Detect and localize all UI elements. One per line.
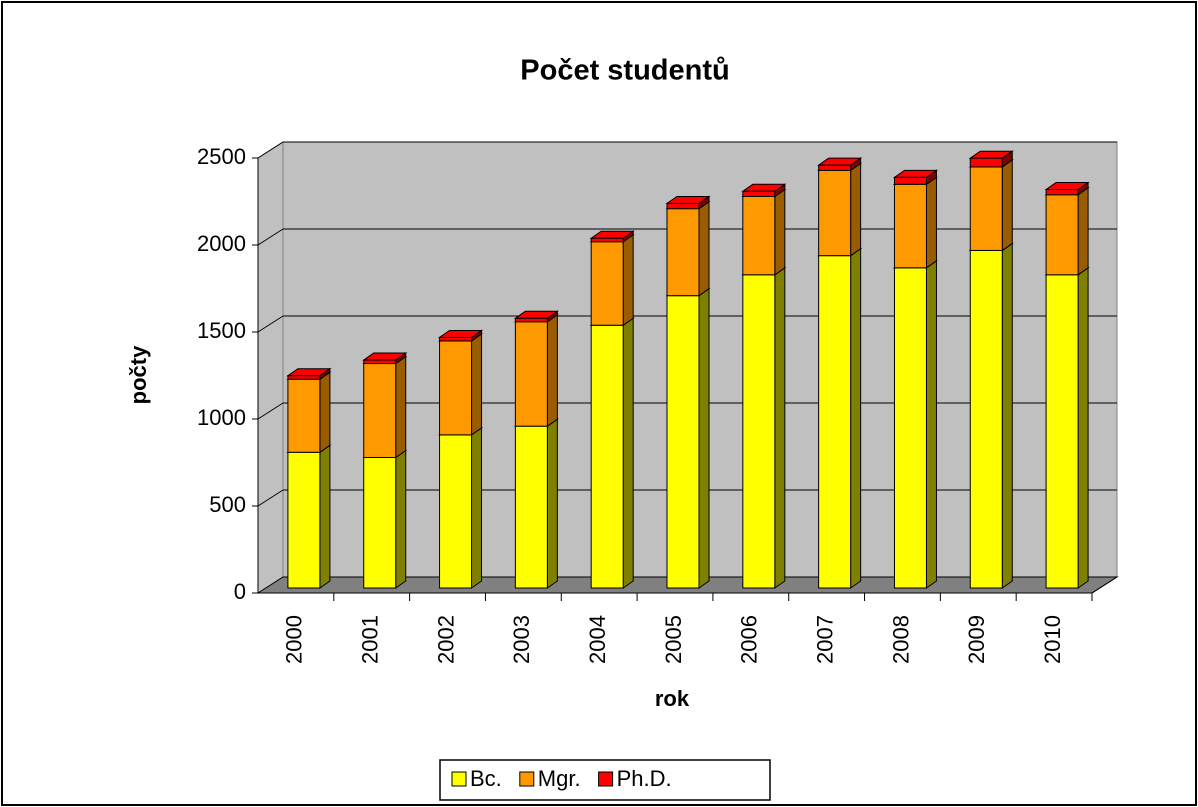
y-tick-label: 1500 bbox=[197, 318, 246, 343]
bar bbox=[742, 196, 776, 276]
back-wall bbox=[257, 141, 284, 594]
bar-side bbox=[319, 444, 331, 589]
bar-side bbox=[395, 355, 407, 459]
bar-side bbox=[1001, 158, 1013, 252]
bar-side bbox=[774, 188, 786, 276]
bar bbox=[1045, 194, 1079, 276]
bar bbox=[514, 321, 548, 427]
chart-title: Počet studentů bbox=[520, 55, 729, 87]
bar bbox=[818, 169, 852, 257]
bar-side bbox=[850, 162, 862, 257]
bar bbox=[287, 375, 321, 380]
x-tick-label: 2001 bbox=[358, 615, 383, 664]
bar bbox=[818, 164, 852, 171]
legend-label: Ph.D. bbox=[617, 766, 672, 791]
bar-side bbox=[698, 200, 710, 297]
bar bbox=[666, 208, 700, 297]
bar bbox=[742, 274, 776, 589]
bar-side bbox=[1001, 242, 1013, 589]
grid-line bbox=[257, 402, 284, 420]
x-axis-label: rok bbox=[655, 686, 690, 711]
bar bbox=[742, 190, 776, 197]
x-axis bbox=[1091, 576, 1118, 594]
bar bbox=[969, 249, 1003, 589]
bar bbox=[666, 202, 700, 210]
bar bbox=[1045, 189, 1079, 196]
y-tick-label: 2000 bbox=[197, 231, 246, 256]
bar bbox=[1045, 274, 1079, 589]
bar bbox=[439, 340, 473, 436]
bar bbox=[590, 324, 624, 589]
bar bbox=[818, 255, 852, 589]
x-tick-label: 2006 bbox=[737, 615, 762, 664]
bar-side bbox=[850, 247, 862, 589]
bar-side bbox=[622, 233, 634, 327]
bar-side bbox=[925, 259, 937, 589]
x-tick-label: 2010 bbox=[1040, 615, 1065, 664]
x-tick-label: 2005 bbox=[661, 615, 686, 664]
y-tick-label: 2500 bbox=[197, 144, 246, 169]
bar bbox=[514, 317, 548, 323]
bar bbox=[287, 378, 321, 453]
bar bbox=[893, 176, 927, 185]
bar bbox=[590, 241, 624, 326]
legend-swatch bbox=[451, 771, 467, 787]
bar-side bbox=[1077, 266, 1089, 589]
grid-line bbox=[257, 141, 284, 159]
bar-side bbox=[471, 426, 483, 589]
y-tick-label: 500 bbox=[209, 492, 246, 517]
bar-side bbox=[698, 287, 710, 589]
legend-label: Mgr. bbox=[538, 766, 581, 791]
x-tick-label: 2009 bbox=[964, 615, 989, 664]
bar bbox=[363, 457, 397, 589]
bar-side bbox=[546, 418, 558, 589]
bar-side bbox=[774, 266, 786, 589]
y-tick-label: 1000 bbox=[197, 405, 246, 430]
bar-side bbox=[546, 313, 558, 428]
bar bbox=[969, 157, 1003, 168]
bar bbox=[287, 451, 321, 589]
x-tick-label: 2007 bbox=[812, 615, 837, 664]
bar-side bbox=[319, 371, 331, 454]
bar bbox=[514, 425, 548, 589]
grid-line bbox=[257, 228, 284, 246]
legend-swatch bbox=[519, 771, 535, 787]
x-tick-label: 2002 bbox=[433, 615, 458, 664]
bar-side bbox=[1077, 186, 1089, 276]
x-tick-label: 2003 bbox=[509, 615, 534, 664]
x-tick-label: 2000 bbox=[282, 615, 307, 664]
grid-line bbox=[257, 315, 284, 333]
bar-side bbox=[925, 176, 937, 269]
bar bbox=[893, 267, 927, 589]
bar bbox=[893, 183, 927, 269]
legend-label: Bc. bbox=[470, 766, 502, 791]
bar bbox=[363, 363, 397, 459]
grid-line bbox=[257, 489, 284, 507]
x-tick-label: 2008 bbox=[888, 615, 913, 664]
bar bbox=[590, 237, 624, 243]
bar-side bbox=[395, 449, 407, 589]
bar bbox=[969, 166, 1003, 251]
bar bbox=[439, 434, 473, 589]
bar bbox=[666, 295, 700, 589]
y-axis-label: počty bbox=[126, 345, 151, 404]
y-tick-label: 0 bbox=[234, 579, 246, 604]
bar bbox=[363, 359, 397, 365]
bar-side bbox=[471, 332, 483, 436]
bar-side bbox=[622, 317, 634, 589]
x-tick-label: 2004 bbox=[585, 615, 610, 664]
legend-swatch bbox=[598, 771, 614, 787]
bar bbox=[439, 336, 473, 342]
